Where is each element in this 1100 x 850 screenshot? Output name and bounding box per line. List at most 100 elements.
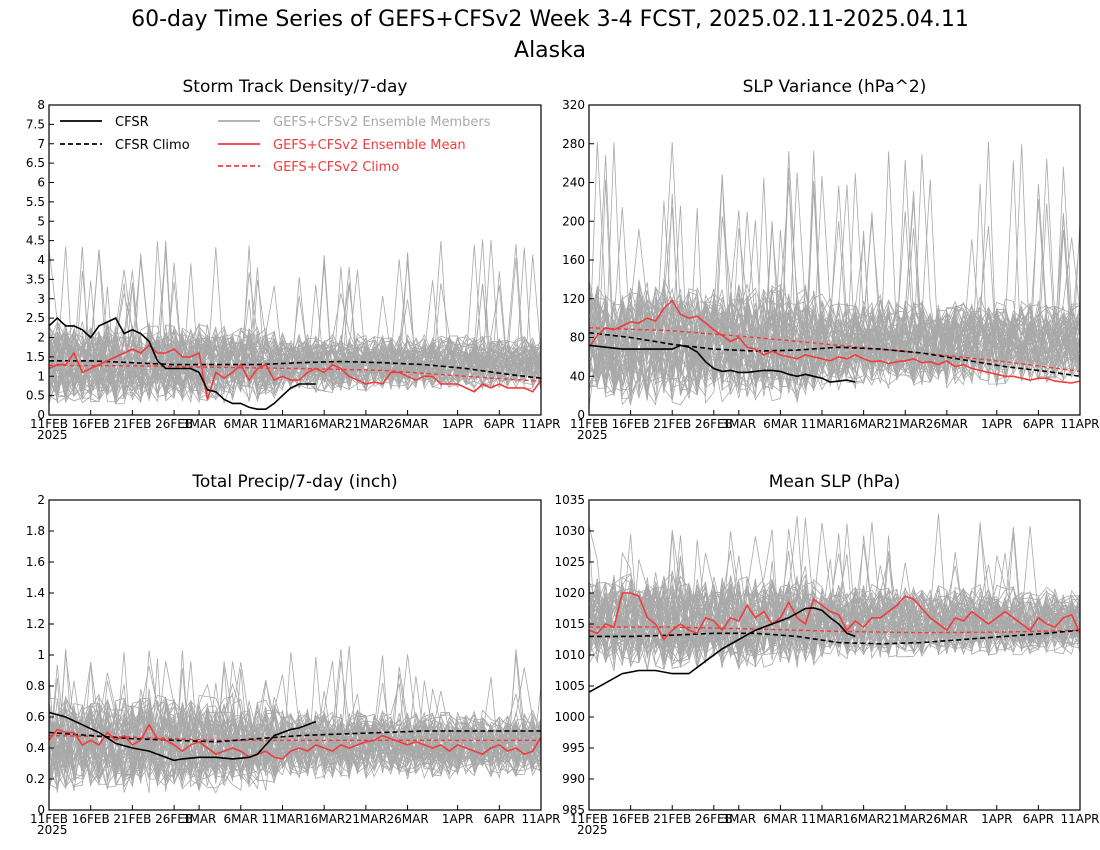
x-tick-label: 16MAR bbox=[843, 417, 885, 431]
member-line bbox=[589, 300, 1080, 403]
member-line bbox=[589, 572, 1080, 660]
y-tick-label: 1.2 bbox=[26, 617, 45, 631]
x-tick-label: 26MAR bbox=[926, 812, 968, 826]
x-year-label: 2025 bbox=[37, 823, 68, 837]
member-line bbox=[49, 649, 541, 793]
y-tick-label: 1030 bbox=[554, 524, 585, 538]
x-tick-label: 1APR bbox=[981, 417, 1012, 431]
x-tick-label: 16FEB bbox=[612, 812, 650, 826]
main-title-line: 60-day Time Series of GEFS+CFSv2 Week 3-… bbox=[131, 7, 969, 32]
cfsr-line bbox=[589, 344, 856, 383]
y-tick-label: 3.5 bbox=[26, 272, 45, 286]
y-tick-label: 1.5 bbox=[26, 350, 45, 364]
y-tick-label: 1010 bbox=[554, 648, 585, 662]
y-tick-label: 1005 bbox=[554, 679, 585, 693]
x-tick-label: 26FEB bbox=[695, 417, 733, 431]
member-line bbox=[49, 706, 541, 783]
x-tick-label: 21FEB bbox=[653, 812, 691, 826]
member-line bbox=[589, 288, 1080, 386]
y-tick-label: 200 bbox=[562, 214, 585, 228]
y-tick-label: 0.5 bbox=[26, 389, 45, 403]
x-tick-label: 11MAR bbox=[801, 812, 843, 826]
legend-item-ens-mean: GEFS+CFSv2 Ensemble Mean bbox=[218, 138, 466, 153]
x-tick-label: 21MAR bbox=[345, 417, 387, 431]
x-tick-label: 6APR bbox=[484, 417, 515, 431]
member-line bbox=[49, 281, 541, 398]
ensemble-members bbox=[589, 513, 1080, 672]
member-line bbox=[589, 579, 1080, 665]
member-line bbox=[49, 325, 541, 394]
x-tick-label: 6APR bbox=[484, 812, 515, 826]
x-tick-label: 16FEB bbox=[612, 417, 650, 431]
x-tick-label: 21MAR bbox=[884, 812, 926, 826]
gefs-climo-line bbox=[49, 734, 541, 741]
y-tick-label: 990 bbox=[562, 772, 585, 786]
plot-area bbox=[589, 141, 1080, 407]
x-tick-label: 6APR bbox=[1023, 812, 1054, 826]
y-tick-label: 6 bbox=[37, 176, 45, 190]
panel-title: Total Precip/7-day (inch) bbox=[191, 472, 397, 492]
chart-panel: Total Precip/7-day (inch)00.20.40.60.811… bbox=[26, 472, 561, 837]
x-tick-label: 3MAR bbox=[182, 417, 217, 431]
legend-item-cfsr-climo: CFSR Climo bbox=[60, 138, 190, 153]
cfsr-climo-line bbox=[49, 730, 541, 743]
member-line bbox=[589, 229, 1080, 393]
x-tick-label: 1APR bbox=[981, 812, 1012, 826]
y-tick-label: 1020 bbox=[554, 586, 585, 600]
legend-label: GEFS+CFSv2 Climo bbox=[273, 160, 399, 175]
member-line bbox=[49, 662, 541, 787]
y-tick-label: 280 bbox=[562, 137, 585, 151]
member-line bbox=[589, 228, 1080, 384]
chart-title: 60-day Time Series of GEFS+CFSv2 Week 3-… bbox=[0, 4, 1100, 66]
ensemble-mean-line bbox=[49, 723, 541, 760]
y-tick-label: 6.5 bbox=[26, 156, 45, 170]
x-tick-label: 1APR bbox=[442, 812, 473, 826]
x-tick-label: 11APR bbox=[1060, 812, 1099, 826]
x-tick-label: 11FEB bbox=[570, 417, 608, 431]
x-tick-label: 16MAR bbox=[303, 812, 345, 826]
cfsr-climo-line bbox=[49, 359, 541, 379]
x-tick-label: 11MAR bbox=[801, 417, 843, 431]
x-tick-label: 6MAR bbox=[224, 812, 259, 826]
y-tick-label: 5 bbox=[37, 214, 45, 228]
legend-label: GEFS+CFSv2 Ensemble Members bbox=[273, 115, 491, 130]
x-tick-label: 26FEB bbox=[695, 812, 733, 826]
y-tick-label: 4.5 bbox=[26, 234, 45, 248]
region-subtitle: Alaska bbox=[514, 38, 586, 63]
member-line bbox=[589, 200, 1080, 402]
legend: CFSR CFSR Climo GEFS+CFSv2 Ensemble Member… bbox=[60, 115, 491, 175]
member-line bbox=[49, 270, 541, 399]
y-tick-label: 3 bbox=[37, 292, 45, 306]
chart-panel: Storm Track Density/7-day 0 0.5 1 1.5 2 2.5 3 3.… bbox=[26, 77, 561, 442]
y-tick-label: 1.8 bbox=[26, 524, 45, 538]
panel-title: SLP Variance (hPa^2) bbox=[743, 77, 927, 97]
x-tick-label: 11MAR bbox=[261, 812, 303, 826]
member-line bbox=[589, 516, 1080, 653]
y-tick-label: 1015 bbox=[554, 617, 585, 631]
member-line bbox=[49, 277, 541, 405]
legend-item-cfsr: CFSR bbox=[60, 115, 149, 130]
y-tick-label: 2.5 bbox=[26, 311, 45, 325]
legend-item-members: GEFS+CFSv2 Ensemble Members bbox=[218, 115, 491, 130]
y-tick-label: 4 bbox=[37, 253, 45, 267]
y-tick-label: 240 bbox=[562, 176, 585, 190]
plot-area bbox=[589, 513, 1080, 693]
y-tick-label: 0 bbox=[577, 408, 585, 422]
x-tick-label: 26MAR bbox=[386, 812, 428, 826]
member-line bbox=[49, 325, 541, 393]
panel-title: Storm Track Density/7-day bbox=[183, 77, 408, 97]
x-tick-label: 21FEB bbox=[113, 417, 151, 431]
y-tick-label: 2 bbox=[37, 493, 45, 507]
legend-label: GEFS+CFSv2 Ensemble Mean bbox=[273, 138, 466, 153]
y-tick-label: 1 bbox=[37, 369, 45, 383]
chart-panel: Mean SLP (hPa) 985 990 995 1000 1005 1010 1015 1… bbox=[554, 472, 1099, 837]
y-tick-label: 7 bbox=[37, 137, 45, 151]
member-line bbox=[589, 185, 1080, 396]
x-tick-label: 21MAR bbox=[884, 417, 926, 431]
x-tick-label: 11MAR bbox=[261, 417, 303, 431]
cfsr-climo-line bbox=[589, 331, 1080, 378]
member-line bbox=[49, 646, 541, 785]
x-tick-label: 26MAR bbox=[926, 417, 968, 431]
x-tick-label: 11FEB bbox=[30, 417, 68, 431]
